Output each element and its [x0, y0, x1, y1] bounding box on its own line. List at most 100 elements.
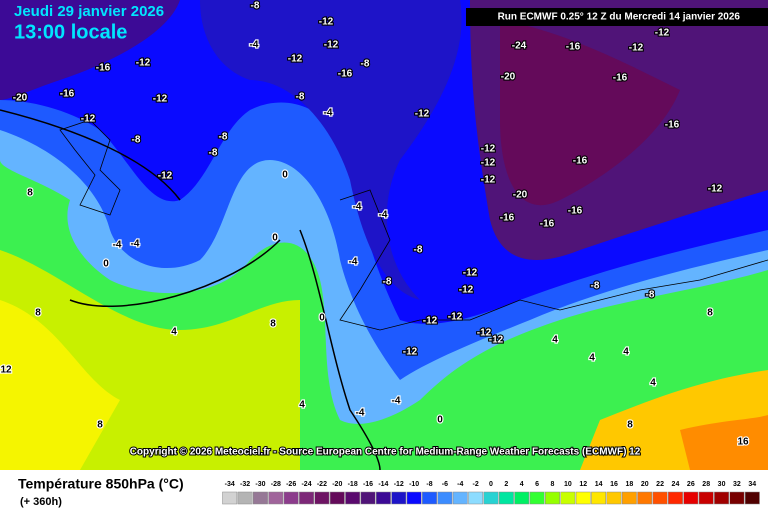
scale-label: -28 — [271, 481, 281, 488]
contour-label: -16 — [338, 69, 353, 80]
scale-label: 20 — [641, 481, 649, 488]
contour-label: -12 — [319, 17, 334, 28]
scale-swatch — [329, 491, 345, 505]
scale-label: -4 — [457, 481, 463, 488]
scale-label: 16 — [610, 481, 618, 488]
scale-swatch — [375, 491, 391, 505]
scale-label: 32 — [733, 481, 741, 488]
contour-label: -4 — [113, 240, 122, 251]
contour-label: -8 — [296, 92, 305, 103]
contour-label: -24 — [512, 41, 527, 52]
scale-swatch — [498, 491, 514, 505]
contour-label: -8 — [414, 245, 423, 256]
scale-swatch — [714, 491, 730, 505]
scale-swatch — [744, 491, 760, 505]
contour-label: 4 — [552, 335, 558, 346]
contour-label: -4 — [349, 257, 358, 268]
scale-swatch — [468, 491, 484, 505]
scale-label: 26 — [687, 481, 695, 488]
contour-label: -4 — [392, 396, 401, 407]
scale-swatch — [391, 491, 407, 505]
contour-label: 4 — [650, 378, 656, 389]
scale-label: 8 — [551, 481, 555, 488]
contour-label: -4 — [250, 40, 259, 51]
scale-swatch — [452, 491, 468, 505]
scale-label: -24 — [301, 481, 311, 488]
contour-label: -20 — [513, 190, 528, 201]
contour-label: -12 — [415, 109, 430, 120]
scale-label: -34 — [225, 481, 235, 488]
contour-label: -4 — [324, 108, 333, 119]
scale-swatch — [422, 491, 437, 505]
contour-label: -16 — [613, 73, 628, 84]
scale-swatch — [683, 491, 699, 505]
contour-label: -12 — [489, 335, 504, 346]
scale-label: 24 — [672, 481, 680, 488]
cold-region — [500, 20, 680, 206]
scale-label: -10 — [409, 481, 419, 488]
scale-label: -16 — [363, 481, 373, 488]
contour-label: -16 — [566, 42, 581, 53]
date: Jeudi 29 janvier 2026 — [14, 3, 164, 20]
contour-label: -8 — [219, 132, 228, 143]
scale-swatch — [437, 491, 453, 505]
contour-label: -4 — [356, 408, 365, 419]
contour-label: 4 — [171, 327, 177, 338]
contour-label: -20 — [501, 72, 516, 83]
contour-label: -12 — [288, 54, 303, 65]
contour-label: -16 — [665, 120, 680, 131]
warm-region — [680, 415, 768, 470]
scale-label: -26 — [286, 481, 296, 488]
contour-label: -12 — [481, 175, 496, 186]
contour-label: -8 — [209, 148, 218, 159]
scale-swatch — [606, 491, 622, 505]
contour-label: 8 — [35, 308, 41, 319]
contour-label: -12 — [448, 312, 463, 323]
contour-label: -20 — [13, 93, 28, 104]
scale-label: -32 — [240, 481, 250, 488]
contour-label: 8 — [270, 319, 276, 330]
contour-label: -8 — [251, 1, 260, 12]
contour-label: -8 — [132, 135, 141, 146]
scale-label: -22 — [317, 481, 327, 488]
contour-label: -4 — [353, 202, 362, 213]
contour-label: -16 — [540, 219, 555, 230]
scale-label: 18 — [625, 481, 633, 488]
contour-label: -12 — [403, 347, 418, 358]
coastline — [59, 119, 768, 331]
scale-swatch — [314, 491, 330, 505]
scale-swatch — [545, 491, 560, 505]
scale-swatch — [652, 491, 668, 505]
scale-swatch — [345, 491, 361, 505]
contour-label: -12 — [708, 184, 723, 195]
contour-label: 4 — [299, 400, 305, 411]
scale-swatch — [560, 491, 576, 505]
scale-swatch — [729, 491, 745, 505]
contour-label: -12 — [463, 268, 478, 279]
contour-label: -12 — [481, 158, 496, 169]
contour — [299, 229, 381, 471]
contour-label: -16 — [96, 63, 111, 74]
contour-label: -12 — [158, 171, 173, 182]
contour-label: 0 — [103, 259, 109, 270]
contour-label: -12 — [423, 316, 438, 327]
scale-swatch — [360, 491, 376, 505]
scale-label: -14 — [378, 481, 388, 488]
contour-label: -8 — [646, 290, 655, 301]
scale-label: 28 — [702, 481, 710, 488]
warm-region — [0, 300, 120, 470]
contour-label: -8 — [383, 277, 392, 288]
contour-label: -16 — [60, 89, 75, 100]
scale-label: 34 — [748, 481, 756, 488]
scale-label: 10 — [564, 481, 572, 488]
scale-label: 22 — [656, 481, 664, 488]
scale-swatch — [252, 491, 268, 505]
scale-label: -2 — [473, 481, 479, 488]
scale-label: -12 — [394, 481, 404, 488]
contour-label: -16 — [573, 156, 588, 167]
contour-label: 0 — [437, 415, 443, 426]
contour-label: 0 — [272, 233, 278, 244]
run-banner — [466, 8, 768, 26]
